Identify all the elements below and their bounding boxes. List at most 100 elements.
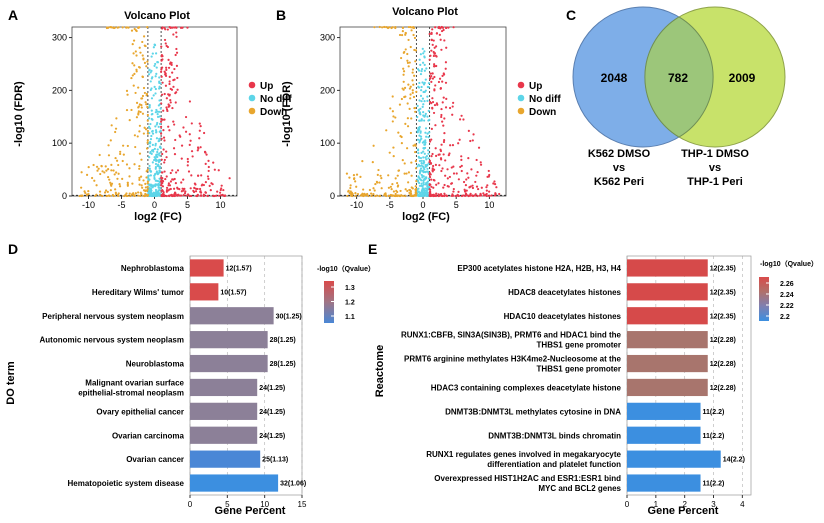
point-no-diff bbox=[424, 165, 428, 168]
point-up bbox=[197, 174, 200, 177]
volcano-b-title: Volcano Plot bbox=[392, 6, 458, 18]
point-no-diff bbox=[422, 103, 425, 106]
point-no-diff bbox=[421, 81, 424, 84]
point-down bbox=[405, 172, 408, 175]
point-down bbox=[350, 191, 353, 194]
point-down bbox=[409, 131, 413, 135]
point-down bbox=[141, 40, 144, 44]
point-up bbox=[440, 169, 443, 173]
colorbar-tick-label: 2.24 bbox=[780, 292, 794, 299]
point-no-diff bbox=[159, 107, 162, 110]
x-tick-label: 0 bbox=[420, 200, 425, 210]
point-down bbox=[143, 194, 146, 198]
reactome-chart-plot: 12(2.35) EP300 acetylates histone H2A, H2… bbox=[401, 255, 752, 509]
point-down bbox=[401, 30, 404, 33]
point-up bbox=[455, 172, 458, 175]
point-up bbox=[160, 132, 163, 135]
point-up bbox=[180, 194, 183, 197]
point-no-diff bbox=[424, 112, 427, 115]
point-down bbox=[83, 190, 86, 193]
point-no-diff bbox=[416, 115, 419, 119]
category-label: HDAC10 deacetylates histones bbox=[504, 312, 622, 321]
point-down bbox=[146, 141, 149, 144]
point-down bbox=[402, 80, 405, 83]
point-down bbox=[366, 192, 369, 196]
reactome-chart-ylabel: Reactome bbox=[374, 345, 386, 398]
colorbar-tick-label: 1.3 bbox=[345, 285, 355, 292]
reactome-bar-chart: Reactome Gene Percent 12(2.35) EP300 acet… bbox=[374, 255, 818, 517]
point-down bbox=[400, 142, 403, 145]
point-up bbox=[199, 191, 203, 194]
point-down bbox=[141, 94, 145, 98]
point-no-diff bbox=[422, 175, 425, 178]
point-down bbox=[144, 186, 147, 189]
point-down bbox=[101, 170, 104, 173]
point-up bbox=[433, 52, 436, 55]
point-no-diff bbox=[416, 104, 419, 107]
point-down bbox=[145, 94, 148, 97]
point-down bbox=[138, 124, 141, 127]
point-down bbox=[407, 38, 410, 42]
point-up bbox=[441, 167, 444, 170]
point-up bbox=[431, 167, 434, 170]
point-down bbox=[131, 42, 134, 46]
point-up bbox=[443, 139, 446, 142]
point-no-diff bbox=[158, 130, 161, 133]
point-up bbox=[177, 193, 180, 196]
point-no-diff bbox=[157, 125, 160, 128]
point-up bbox=[160, 137, 163, 140]
point-no-diff bbox=[422, 90, 425, 94]
bar bbox=[627, 426, 701, 444]
point-up bbox=[430, 127, 433, 130]
do-term-bar-chart: DO term Gene Percent 12(1.57) Nephroblast… bbox=[5, 255, 375, 517]
point-up bbox=[204, 181, 207, 184]
point-down bbox=[114, 188, 117, 191]
point-up bbox=[198, 137, 201, 140]
point-up bbox=[478, 194, 481, 197]
point-down bbox=[114, 156, 117, 160]
point-down bbox=[412, 144, 415, 147]
point-down bbox=[401, 194, 405, 197]
volcano-a-legend: Up No diff Down bbox=[248, 81, 292, 118]
point-down bbox=[99, 172, 102, 176]
point-up bbox=[429, 162, 433, 165]
point-down bbox=[406, 125, 410, 128]
point-up bbox=[171, 71, 174, 74]
x-tick-label: 2 bbox=[682, 500, 687, 509]
point-down bbox=[396, 174, 399, 177]
point-up bbox=[446, 168, 449, 171]
point-up bbox=[183, 187, 186, 190]
point-up bbox=[163, 38, 167, 42]
bar-value-label: 28(1.25) bbox=[270, 337, 296, 344]
volcano-a-ylabel: -log10 (FDR) bbox=[13, 81, 25, 147]
point-down bbox=[104, 189, 108, 192]
point-up bbox=[454, 194, 458, 198]
point-up bbox=[207, 165, 210, 169]
point-up bbox=[216, 190, 219, 193]
point-down bbox=[379, 174, 382, 177]
point-up bbox=[443, 132, 446, 135]
point-no-diff bbox=[155, 170, 158, 173]
legend-marker-down bbox=[517, 107, 525, 115]
point-no-diff bbox=[159, 145, 162, 148]
point-up bbox=[175, 35, 178, 38]
point-down bbox=[146, 113, 149, 117]
point-no-diff bbox=[417, 187, 420, 190]
point-down bbox=[407, 171, 411, 174]
point-up bbox=[161, 193, 164, 196]
point-down bbox=[137, 110, 140, 113]
point-down bbox=[406, 189, 409, 193]
volcano-plot-b: Volcano Plot -log10 (FDR) log2 (FC) -10 -… bbox=[281, 6, 561, 223]
point-no-diff bbox=[156, 148, 159, 151]
point-up bbox=[431, 72, 434, 75]
point-up bbox=[475, 158, 478, 162]
point-up bbox=[457, 142, 460, 145]
point-down bbox=[376, 173, 379, 176]
point-up bbox=[475, 174, 478, 177]
point-no-diff bbox=[154, 75, 157, 78]
point-down bbox=[114, 191, 117, 194]
point-down bbox=[146, 168, 149, 171]
point-no-diff bbox=[150, 87, 153, 90]
point-up bbox=[167, 58, 170, 62]
point-up bbox=[187, 170, 191, 173]
